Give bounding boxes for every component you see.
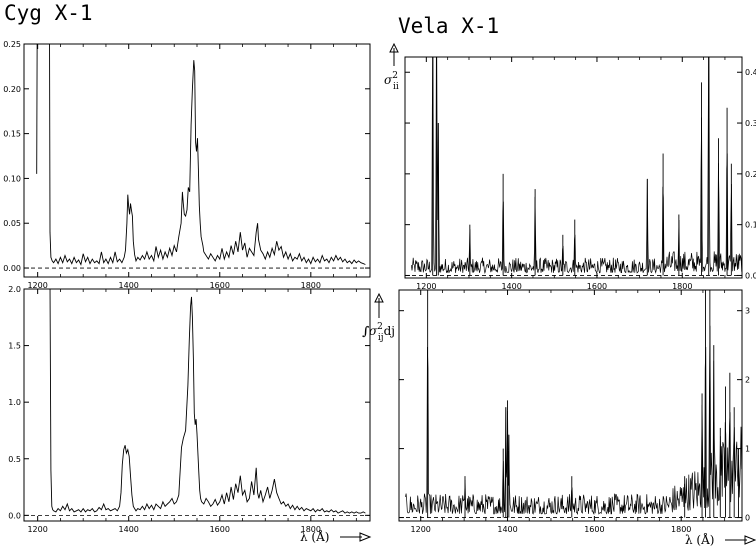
data-series-line bbox=[49, 289, 366, 514]
x-tick-label: 1600 bbox=[210, 525, 230, 534]
y-tick-label: 0.0 bbox=[745, 271, 756, 280]
y-tick-label: 0.25 bbox=[3, 40, 21, 49]
x-axis-label-right: λ (Å) bbox=[685, 532, 714, 547]
data-series-line bbox=[411, 57, 742, 274]
panel-cyg-top: 1200 1400 1600 1800 0.00 0.05 0.10 0.15 0.20 0.25 bbox=[3, 40, 371, 290]
y-tick-label: 0 bbox=[745, 514, 750, 523]
data-series-line bbox=[36, 44, 366, 266]
y-tick-label: 0.00 bbox=[3, 264, 21, 273]
y-tick-label: 0.2 bbox=[745, 170, 756, 179]
y-tick-label: 1 bbox=[745, 445, 750, 454]
x-tick-label: 1200 bbox=[27, 281, 47, 290]
y-tick-label: 0.3 bbox=[745, 119, 756, 128]
x-tick-label: 1800 bbox=[671, 525, 691, 534]
x-tick-label: 1400 bbox=[497, 525, 517, 534]
y-tick-label: 2.0 bbox=[8, 285, 21, 294]
x-tick-label: 1600 bbox=[587, 282, 607, 291]
y-axis-label-top: σ2 ii bbox=[384, 71, 399, 92]
x-tick-label: 1400 bbox=[119, 281, 139, 290]
x-tick-label: 1400 bbox=[501, 282, 521, 291]
x-tick-label: 1200 bbox=[411, 525, 431, 534]
x-tick-label: 1600 bbox=[584, 525, 604, 534]
panel-vela-bottom: 1200 1400 1600 1800 0 1 2 3 bbox=[398, 289, 750, 534]
x-axis-label-right-arrow-head bbox=[744, 535, 756, 545]
y-tick-label: 0.5 bbox=[8, 455, 21, 464]
data-layer bbox=[49, 289, 366, 514]
panel-vela-top: 1200 1400 1600 1800 0.0 0.1 0.2 0.3 0.4 bbox=[404, 56, 756, 291]
data-series-line bbox=[405, 325, 742, 515]
data-layer bbox=[36, 44, 366, 266]
plot-frame bbox=[398, 289, 743, 522]
y-tick-label: 0.20 bbox=[3, 85, 21, 94]
y-axis-label-bottom: ∫σ2 ijdj bbox=[362, 322, 395, 343]
x-tick-label: 1200 bbox=[416, 282, 436, 291]
title-vela-x1: Vela X-1 bbox=[398, 14, 499, 38]
y-tick-label: 0.1 bbox=[745, 221, 756, 230]
y-tick-label: 0.15 bbox=[3, 130, 21, 139]
x-tick-label: 1600 bbox=[210, 281, 230, 290]
x-tick-label: 1400 bbox=[119, 525, 139, 534]
y-tick-label: 0.0 bbox=[8, 511, 21, 520]
x-tick-label: 1800 bbox=[672, 282, 692, 291]
y-tick-label: 2 bbox=[745, 376, 750, 385]
x-tick-label: 1200 bbox=[27, 525, 47, 534]
y-tick-label: 0.4 bbox=[745, 68, 756, 77]
plot-frame bbox=[404, 56, 743, 279]
y-tick-label: 1.5 bbox=[8, 342, 21, 351]
data-layer bbox=[405, 290, 742, 518]
title-cyg-x1: Cyg X-1 bbox=[4, 1, 93, 25]
up-arrow-head-top bbox=[389, 42, 399, 53]
x-axis-label-left-arrow-head bbox=[359, 532, 372, 542]
plot-frame bbox=[23, 43, 371, 278]
up-arrow-head-bottom bbox=[374, 292, 384, 303]
y-tick-label: 3 bbox=[745, 307, 750, 316]
y-tick-label: 0.05 bbox=[3, 219, 21, 228]
y-tick-label: 0.10 bbox=[3, 174, 21, 183]
x-tick-label: 1800 bbox=[301, 281, 321, 290]
x-axis-label-left: λ (Å) bbox=[300, 529, 329, 544]
panel-cyg-bottom: 1200 1400 1600 1800 0.0 0.5 1.0 1.5 2.0 bbox=[8, 285, 371, 534]
plot-frame bbox=[23, 288, 371, 522]
x-tick-label: 1800 bbox=[301, 525, 321, 534]
y-tick-label: 1.0 bbox=[8, 398, 21, 407]
data-layer bbox=[411, 57, 742, 276]
